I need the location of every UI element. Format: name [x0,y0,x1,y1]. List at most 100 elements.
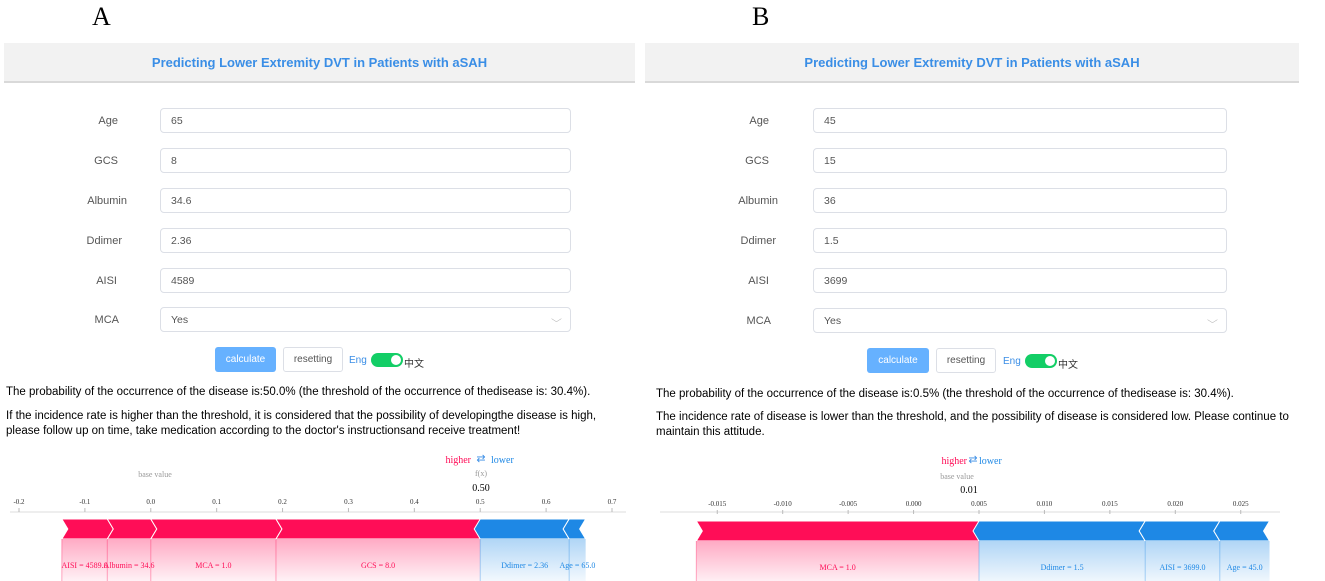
lang-cn-label: 中文 [404,359,424,370]
positive-feature-label: AISI = 4589.0 [62,561,108,570]
tick-label: 0.2 [278,498,287,506]
mca-select-value: Yes [824,314,842,327]
aisi-input[interactable]: 3699 [813,268,1227,293]
calculate-button[interactable]: calculate [867,348,929,373]
page-header-a: Predicting Lower Extremity DVT in Patien… [4,43,635,83]
mca-select[interactable]: Yes ⌵ [160,307,571,332]
shap-force-plot: higher ⇄ lower base value f(x) 0.50 -0.2… [10,452,626,581]
gcs-input[interactable]: 15 [813,148,1227,173]
tick-label: 0.020 [1167,500,1183,508]
negative-feature-bar [972,520,1147,542]
tick-label: 0.025 [1233,500,1249,508]
albumin-input[interactable]: 36 [813,188,1227,213]
axis-ticks: -0.2 -0.1 0.0 0.1 0.2 0.3 0.4 0.5 0.6 0.7 [13,498,617,512]
lang-cn-label: 中文 [1058,360,1078,371]
positive-feature-shade [275,539,481,581]
fx-label: f(x) [475,469,487,478]
swap-arrows-icon: ⇄ [476,452,485,465]
chevron-down-icon: ⌵ [551,314,563,324]
force-bars [695,520,1271,581]
probability-result: The probability of the occurrence of the… [6,386,591,398]
positive-feature-shade [107,539,151,581]
positive-feature-bar [149,518,283,540]
negative-feature-bar [1213,520,1271,542]
negative-feature-label: Age = 45.0 [1227,563,1263,572]
lang-eng-label: Eng [349,355,367,366]
tick-label: 0.1 [212,498,221,506]
lang-eng-label: Eng [1003,356,1021,367]
negative-feature-label: AISI = 3699.0 [1159,563,1205,572]
ddimer-label: Ddimer [740,235,776,247]
reset-button[interactable]: resetting [283,347,343,372]
tick-label: 0.010 [1037,500,1053,508]
tick-label: -0.015 [708,500,727,508]
page-title: Predicting Lower Extremity DVT in Patien… [151,54,488,70]
ddimer-input[interactable]: 1.5 [813,228,1227,253]
age-input[interactable]: 45 [813,108,1227,133]
panel-letter-a: A [92,2,111,31]
negative-feature-shade [480,539,570,581]
albumin-label: Albumin [738,195,778,207]
panel-letter-b: B [752,2,770,31]
calculate-button[interactable]: calculate [215,347,276,372]
axis-ticks: -0.015 -0.010 -0.005 0.000 0.005 0.010 0.015 0.… [708,500,1249,514]
albumin-label: Albumin [87,195,127,207]
aisi-label: AISI [96,275,117,287]
gcs-label: GCS [745,155,769,167]
fx-value: 0.01 [960,485,978,496]
force-bars [60,518,587,581]
aisi-label: AISI [748,275,769,287]
force-labels: MCA = 1.0 Ddimer = 1.5 AISI = 3699.0 Age = … [820,563,1263,572]
tick-label: 0.3 [344,498,353,506]
positive-feature-label: MCA = 1.0 [820,563,856,572]
page-header-b: Predicting Lower Extremity DVT in Patien… [645,43,1299,83]
negative-feature-label: Ddimer = 1.5 [1041,563,1084,572]
albumin-input[interactable]: 34.6 [160,188,571,213]
negative-feature-shade [1219,541,1270,581]
tick-label: 0.005 [971,500,987,508]
aisi-input[interactable]: 4589 [160,268,571,293]
mca-select-value: Yes [171,313,189,326]
mca-label: MCA [746,315,771,327]
tick-label: 0.6 [542,498,551,506]
tick-label: 0.015 [1102,500,1118,508]
age-input[interactable]: 65 [160,108,571,133]
tick-label: -0.2 [13,498,25,506]
positive-feature-bar [60,518,114,540]
lower-label: lower [979,456,1002,467]
shap-force-plot: higher ⇄ lower base value 0.01 -0.015 -0.… [660,453,1280,581]
ddimer-input[interactable]: 2.36 [160,228,571,253]
higher-label: higher [941,456,967,467]
reset-button[interactable]: resetting [936,348,996,373]
mca-select[interactable]: Yes ⌵ [813,308,1227,333]
lower-label: lower [491,455,514,466]
tick-label: -0.005 [839,500,858,508]
base-value-label: base value [138,470,172,479]
positive-feature-label: MCA = 1.0 [195,561,231,570]
positive-feature-label: GCS = 8.0 [361,561,395,570]
tick-label: 0.7 [608,498,617,506]
probability-result: The probability of the occurrence of the… [656,388,1234,400]
mca-label: MCA [94,314,119,326]
toggle-knob [391,355,401,365]
positive-feature-bar [106,518,158,540]
gcs-input[interactable]: 8 [160,148,571,173]
negative-feature-shade [1145,541,1220,581]
tick-label: 0.000 [906,500,922,508]
ddimer-label: Ddimer [86,235,122,247]
positive-feature-bar [275,518,487,540]
chevron-down-icon: ⌵ [1207,315,1219,325]
toggle-knob [1045,356,1055,366]
tick-label: 0.0 [146,498,155,506]
gcs-label: GCS [94,155,118,167]
age-label: Age [749,115,769,127]
language-toggle[interactable] [1025,354,1057,368]
positive-feature-label: Albumin = 34.6 [104,561,155,570]
negative-feature-bar [1138,520,1221,542]
positive-feature-shade [150,539,276,581]
language-toggle[interactable] [371,353,403,367]
positive-feature-bar [695,520,986,542]
negative-feature-label: Ddimer = 2.36 [501,561,548,570]
age-label: Age [98,115,118,127]
